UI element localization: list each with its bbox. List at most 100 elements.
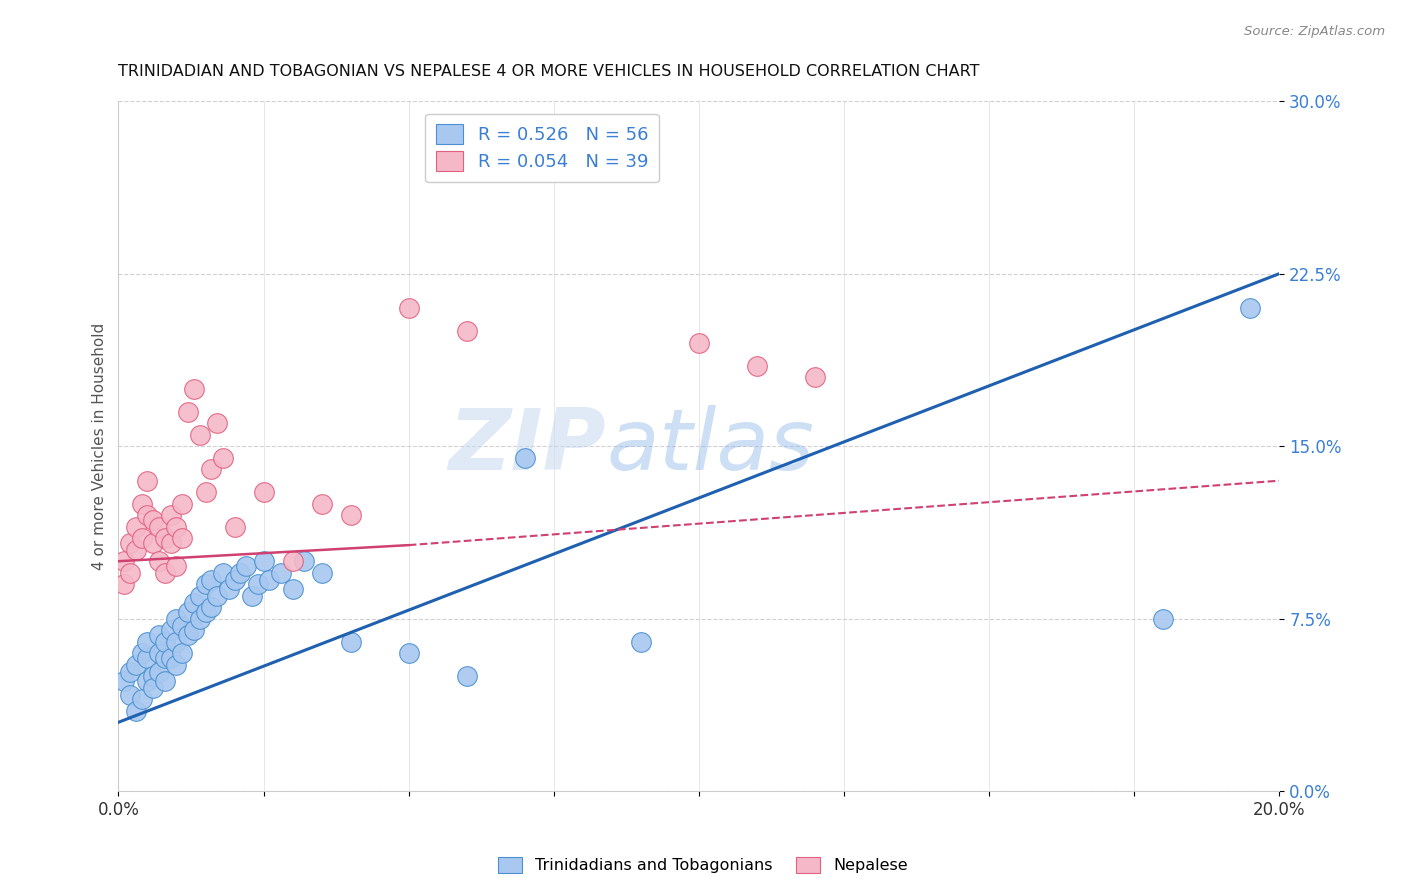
Point [224, 519, 246, 533]
Point [252, 554, 274, 568]
Point [188, 612, 211, 626]
Point [398, 646, 420, 660]
Point [112, 673, 135, 688]
Point [131, 531, 153, 545]
Point [205, 589, 228, 603]
Point [200, 462, 222, 476]
Point [688, 335, 710, 350]
Point [153, 673, 176, 688]
Point [183, 382, 205, 396]
Point [252, 485, 274, 500]
Point [194, 605, 217, 619]
Point [177, 405, 200, 419]
Point [148, 519, 170, 533]
Point [398, 301, 420, 315]
Point [281, 582, 304, 596]
Point [131, 497, 153, 511]
Point [240, 589, 263, 603]
Point [142, 513, 165, 527]
Point [194, 485, 217, 500]
Point [259, 573, 281, 587]
Point [166, 612, 188, 626]
Point [131, 646, 153, 660]
Point [125, 542, 148, 557]
Point [112, 577, 135, 591]
Point [153, 566, 176, 580]
Point [212, 450, 235, 465]
Point [148, 628, 170, 642]
Point [229, 566, 252, 580]
Point [1239, 301, 1261, 315]
Legend: Trinidadians and Tobagonians, Nepalese: Trinidadians and Tobagonians, Nepalese [492, 850, 914, 880]
Point [118, 665, 141, 679]
Point [136, 634, 159, 648]
Point [339, 634, 361, 648]
Point [172, 497, 194, 511]
Point [183, 596, 205, 610]
Point [270, 566, 292, 580]
Point [166, 657, 188, 672]
Point [183, 624, 205, 638]
Point [125, 519, 148, 533]
Point [172, 531, 194, 545]
Point [148, 554, 170, 568]
Point [235, 558, 257, 573]
Text: TRINIDADIAN AND TOBAGONIAN VS NEPALESE 4 OR MORE VEHICLES IN HOUSEHOLD CORRELATI: TRINIDADIAN AND TOBAGONIAN VS NEPALESE 4… [118, 64, 980, 79]
Point [218, 582, 240, 596]
Point [153, 634, 176, 648]
Point [292, 554, 315, 568]
Point [159, 536, 181, 550]
Point [153, 651, 176, 665]
Point [136, 474, 159, 488]
Point [142, 669, 165, 683]
Point [246, 577, 269, 591]
Point [212, 566, 235, 580]
Point [148, 665, 170, 679]
Point [339, 508, 361, 523]
Point [200, 600, 222, 615]
Text: atlas: atlas [606, 405, 814, 488]
Point [136, 673, 159, 688]
Point [118, 688, 141, 702]
Point [131, 692, 153, 706]
Point [205, 416, 228, 430]
Point [1152, 612, 1174, 626]
Point [118, 536, 141, 550]
Point [311, 497, 333, 511]
Point [172, 646, 194, 660]
Point [224, 573, 246, 587]
Point [200, 573, 222, 587]
Point [166, 634, 188, 648]
Legend: R = 0.526   N = 56, R = 0.054   N = 39: R = 0.526 N = 56, R = 0.054 N = 39 [426, 113, 659, 182]
Point [142, 536, 165, 550]
Point [136, 651, 159, 665]
Point [148, 646, 170, 660]
Point [159, 508, 181, 523]
Point [311, 566, 333, 580]
Text: Source: ZipAtlas.com: Source: ZipAtlas.com [1244, 25, 1385, 38]
Point [630, 634, 652, 648]
Point [513, 450, 536, 465]
Point [456, 324, 478, 338]
Point [142, 681, 165, 695]
Point [166, 519, 188, 533]
Y-axis label: 4 or more Vehicles in Household: 4 or more Vehicles in Household [93, 323, 107, 570]
Point [745, 359, 768, 373]
Text: ZIP: ZIP [449, 405, 606, 488]
Point [188, 427, 211, 442]
Point [159, 651, 181, 665]
Point [456, 669, 478, 683]
Point [136, 508, 159, 523]
Point [118, 566, 141, 580]
Point [159, 624, 181, 638]
Point [188, 589, 211, 603]
Point [125, 704, 148, 718]
Point [112, 554, 135, 568]
Point [166, 558, 188, 573]
Point [172, 618, 194, 632]
Point [177, 605, 200, 619]
Point [281, 554, 304, 568]
Point [125, 657, 148, 672]
Point [194, 577, 217, 591]
Point [804, 370, 827, 384]
